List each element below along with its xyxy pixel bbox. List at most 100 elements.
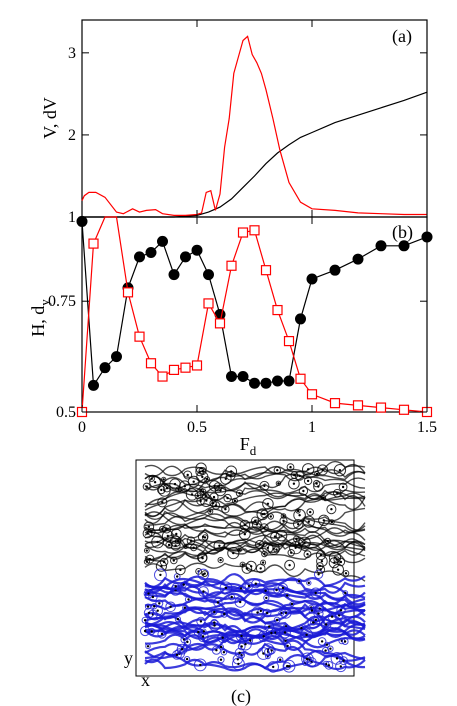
panel-c-loop: [220, 610, 229, 618]
panel-c-particle: [315, 482, 318, 485]
panel-c-particle: [298, 514, 301, 517]
panel-c-particle: [255, 523, 259, 526]
panel-c-particle: [330, 508, 333, 511]
panel-c-loop: [239, 637, 252, 651]
panel-c-loop: [282, 659, 296, 673]
panel-c-loop: [169, 535, 182, 547]
panel-c-particle: [201, 557, 204, 560]
panel-c-loop: [159, 557, 169, 567]
panel-c-particle: [294, 546, 297, 549]
panel-c-trajectory-12: [144, 512, 366, 533]
panel-c-particle: [175, 653, 179, 657]
panel-c-loop: [184, 656, 191, 663]
panel-c-particle: [286, 594, 289, 597]
panel-c-loop: [273, 466, 281, 474]
panel-c-particle: [192, 546, 195, 549]
panel-b-series-1-point-16: [260, 265, 272, 276]
panel-b-series-0-point-1: [88, 379, 99, 391]
panel-c-loop: [251, 579, 261, 589]
panel-c-trajectory-34: [144, 491, 366, 517]
panel-c-particle: [275, 618, 279, 622]
panel-c-loop: [165, 601, 176, 613]
panel-a-ytick-label-1: 2: [68, 127, 76, 144]
panel-b-series-1-point-21: [329, 398, 341, 409]
panel-c-particle: [151, 595, 155, 599]
panel-b-series-1-point-22: [352, 400, 364, 411]
panel-c-particle: [314, 591, 317, 595]
panel-c-loop: [306, 657, 317, 668]
panel-b-series-1-point-7: [157, 371, 168, 382]
panel-c-loop: [196, 496, 205, 506]
panel-c-particle: [165, 487, 169, 490]
panel-c-particle: [319, 568, 322, 571]
panel-c-loop: [339, 656, 349, 666]
panel-b-series-0-point-21: [329, 264, 341, 276]
panel-c-loop: [157, 485, 166, 495]
panel-c-particle: [224, 586, 228, 590]
panel-c-trajectory-44: [144, 534, 366, 557]
panel-c-loop: [175, 564, 186, 576]
panel-b-series-0-point-11: [203, 269, 214, 281]
panel-c-loop: [182, 605, 188, 611]
panel-c-particle: [162, 478, 165, 481]
panel-c-loop: [183, 470, 193, 480]
panel-a-series-1-line: [81, 35, 427, 216]
panel-c-particle: [160, 565, 163, 568]
panel-c-particle: [282, 514, 285, 518]
panel-c-particle: [326, 539, 329, 543]
panel-c-particle: [266, 502, 270, 505]
panel-c-loop: [195, 462, 207, 474]
panel-b-series-0-point-16: [260, 377, 272, 389]
panel-c-particle: [327, 664, 331, 667]
panel-b-series-1-point-5: [134, 331, 145, 342]
panel-c-particle: [146, 605, 150, 608]
panel-c-particle: [201, 635, 205, 638]
panel-c-particle: [232, 551, 235, 555]
panel-c-particle: [160, 488, 163, 492]
panel-c-particle: [306, 657, 309, 660]
panel-c-loop: [320, 495, 327, 501]
panel-c-trajectory-51: [144, 611, 366, 638]
panel-c-loop: [217, 632, 229, 644]
panel-c-loop: [148, 627, 156, 635]
panel-c-loop: [293, 519, 304, 530]
panel-b-ylabel: H, dy: [28, 299, 52, 337]
panel-c-loop: [316, 565, 326, 574]
panel-c-loop: [169, 478, 181, 490]
panel-c-particle: [265, 611, 269, 615]
panel-c-particle: [199, 663, 202, 667]
panel-c-trajectory-37: [144, 589, 366, 626]
panel-a: 1 2 3 (a) V, dV: [40, 19, 428, 226]
panel-c-loop: [193, 627, 203, 637]
panel-c-loop: [220, 648, 228, 656]
panel-c-loop: [237, 642, 246, 651]
panel-c-particle: [305, 633, 308, 636]
panel-c-loop: [162, 484, 172, 493]
panel-c-loop: [187, 475, 200, 488]
panel-c-particle: [286, 644, 289, 648]
panel-c-particle: [259, 567, 262, 570]
panel-c-particle: [306, 553, 309, 556]
panel-c-particle: [275, 588, 278, 592]
panel-c-particle: [150, 630, 153, 633]
panel-c-particle: [182, 583, 185, 586]
panel-c-loop: [251, 519, 262, 530]
panel-c-loop: [264, 621, 275, 632]
panel-c-loop: [289, 601, 295, 607]
panel-c-particle: [288, 564, 291, 567]
panel-c-particle: [287, 665, 291, 668]
panel-c-particle: [329, 647, 332, 650]
panel-c-particle: [203, 536, 207, 539]
panel-c-loop: [213, 597, 223, 608]
panel-b-series-0-point-8: [168, 269, 180, 281]
panel-c-particle: [179, 568, 182, 572]
panel-c-particle: [283, 631, 287, 634]
panel-c-loop: [335, 660, 347, 673]
panel-c-loop: [317, 464, 329, 476]
panel-c-particle: [247, 584, 251, 588]
panel-c-loop: [342, 570, 350, 577]
panel-c-loop: [273, 586, 281, 594]
panel-b-frame: [81, 216, 428, 413]
panel-c-loop: [200, 488, 207, 495]
